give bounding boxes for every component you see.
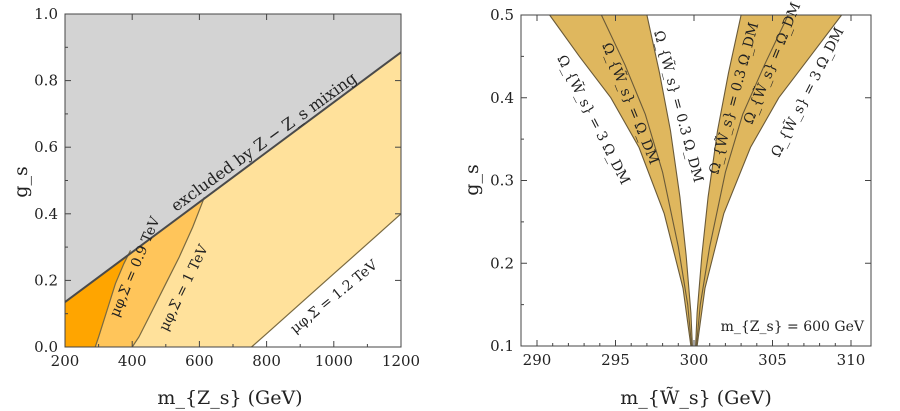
mzs-annotation: m_{Z_s} = 600 GeV [721, 319, 865, 335]
y-tick-label: 0.4 [490, 89, 514, 107]
contour-line-mu-0p9 [94, 250, 132, 348]
x-tick-label: 300 [680, 351, 709, 369]
contour-line-mu-1 [131, 196, 205, 348]
y-tick-label: 0.8 [34, 72, 58, 90]
y-tick-label: 0.3 [490, 172, 514, 190]
y-tick-label: 0.2 [34, 271, 58, 289]
y-tick-label: 0.0 [34, 338, 58, 356]
y-tick-label: 1.0 [34, 5, 58, 23]
left-ylabel: g_s [10, 166, 32, 197]
x-tick-label: 295 [601, 351, 630, 369]
right-ylabel: g_s [461, 164, 483, 195]
left-xlabel: m_{Z_s} (GeV) [157, 387, 302, 409]
y-tick-label: 0.5 [490, 6, 514, 24]
band-fill-1 [695, 15, 842, 346]
right-plot-area [521, 15, 871, 346]
band-1-middle-curve [695, 14, 789, 347]
contour-line-mu-1p2 [251, 213, 402, 348]
right-xlabel: m_{W̃_s} (GeV) [620, 387, 771, 409]
x-tick-label: 600 [185, 352, 214, 370]
band-fill-0 [549, 15, 693, 346]
x-tick-label: 800 [252, 352, 281, 370]
band-0-inner-curve [646, 14, 693, 347]
band-1-inner-curve [695, 14, 742, 347]
x-tick-label: 1000 [315, 352, 353, 370]
exclusion-boundary-line [64, 51, 402, 303]
y-tick-label: 0.2 [490, 254, 514, 272]
band-0-outer-curve [549, 14, 692, 347]
x-tick-label: 310 [837, 351, 866, 369]
excluded-region [65, 14, 401, 303]
y-tick-label: 0.1 [490, 337, 514, 355]
x-tick-label: 400 [118, 352, 147, 370]
y-tick-label: 0.6 [34, 138, 58, 156]
x-tick-label: 305 [758, 351, 787, 369]
band-1-outer-curve [696, 14, 843, 347]
x-tick-label: 290 [523, 351, 552, 369]
x-tick-label: 200 [51, 352, 80, 370]
region-mu-0p9 [65, 250, 131, 347]
band-0-middle-curve [600, 14, 693, 347]
y-tick-label: 0.4 [34, 205, 58, 223]
x-tick-label: 1200 [382, 352, 420, 370]
